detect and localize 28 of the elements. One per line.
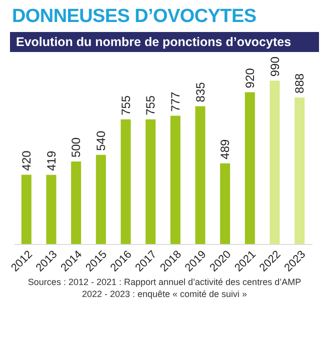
data-label: 990 — [268, 56, 282, 77]
bar — [71, 162, 82, 244]
data-label: 920 — [242, 68, 257, 88]
data-label: 420 — [19, 150, 34, 171]
data-label: 888 — [292, 73, 307, 94]
bar — [270, 80, 280, 244]
data-label: 500 — [69, 137, 84, 158]
bar — [195, 106, 206, 244]
bar — [46, 174, 56, 244]
data-label: 835 — [193, 82, 208, 102]
data-label: 755 — [144, 95, 158, 116]
bar — [21, 174, 32, 244]
data-label: 489 — [218, 138, 232, 160]
data-label: 419 — [44, 150, 58, 171]
bar — [120, 119, 131, 244]
data-label: 777 — [168, 91, 182, 112]
bar — [96, 154, 106, 244]
bar — [294, 97, 305, 244]
bar — [220, 163, 230, 244]
source-note: Sources : 2012 - 2021 : Rapport annuel d’activité des centres d’AMP — [26, 276, 302, 288]
data-label: 755 — [118, 95, 133, 116]
bar — [244, 92, 255, 244]
data-label: 540 — [94, 130, 108, 151]
chart-subtitle: Evolution du nombre de ponctions d’ovocytes — [10, 32, 319, 52]
chart-title: DONNEUSES D’OVOCYTES — [12, 6, 258, 28]
text: 2022 - 2023 : enquête « comité de suivi » — [80, 288, 248, 300]
bar — [170, 116, 180, 244]
bar — [146, 119, 156, 244]
